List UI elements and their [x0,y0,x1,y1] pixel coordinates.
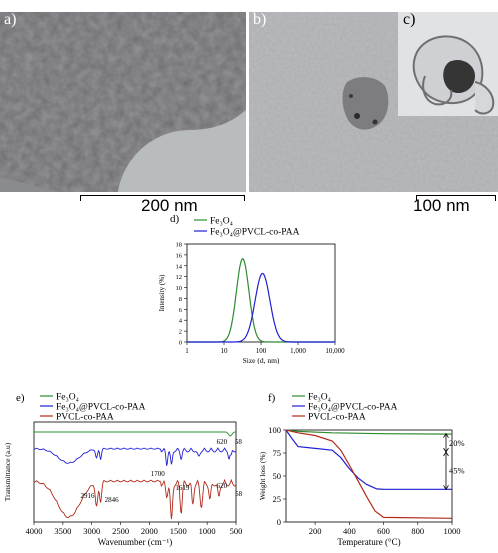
x-tick-label: 1 [185,347,189,355]
arrow-45-heads [443,451,449,491]
panel-label-d: d) [170,214,180,225]
x-tick-label: 10,000 [325,347,345,355]
annotation-label: 1619 [175,484,190,492]
y-tick-label: 14 [176,263,183,270]
y-tick-label: 25 [273,494,282,504]
y-tick-label: 18 [176,242,183,249]
x-tick-label: 200 [309,526,322,536]
tem-image-a: a) [0,12,246,192]
x-tick-label: 500 [230,526,242,536]
x-tick-label: 1000 [199,526,216,536]
plot-frame [33,421,237,523]
x-tick-label: 3000 [83,526,100,536]
annotation-20: 20% [449,438,465,448]
x-tick-label: 10 [221,347,229,355]
scale-bar-b-label: 100 nm [413,196,470,215]
series-line-1 [187,272,335,343]
panel-label-a: a) [4,12,17,28]
y-tick-label: 8 [179,296,182,303]
y-tick-label: 0 [277,517,281,527]
plot-frame [186,243,336,343]
scale-bar-a-label: 200 nm [141,196,198,215]
y-axis-label: Transmittance (a.u) [3,442,12,501]
x-tick-label: 2500 [112,526,129,536]
scale-bar-b-tick-left [416,195,417,201]
tga-plot: 200 400 600 800 1000 0 25 50 75 100 Temperature (°… [258,392,465,547]
scale-bar-b-tick-right [495,195,496,201]
chart-ftir: 4000 3500 3000 2500 2000 1500 1000 500 Wavenumbe… [0,390,246,548]
x-tick-label: 4000 [26,526,43,536]
x-tick-label: 2000 [141,526,158,536]
scale-bar-a-tick-left [80,195,81,201]
annotation-label: 2916 [81,492,96,500]
y-tick-label: 75 [273,448,282,458]
series-line-0 [285,429,453,435]
tem-image-b: b) c) [249,12,498,192]
y-tick-label: 16 [176,252,183,259]
series-line-0 [34,431,236,437]
series-line-1 [33,447,237,466]
annotation-label: 620 [217,438,228,446]
y-tick-label: 100 [268,425,281,435]
x-axis-label: Size (d, nm) [243,356,280,364]
annotation-label: 1700 [151,470,166,478]
y-tick-label: 6 [179,307,183,314]
ftir-plot: 4000 3500 3000 2500 2000 1500 1000 500 Wavenumbe… [3,392,246,547]
panel-label-c: c) [403,12,416,28]
x-tick-label: 800 [411,526,424,536]
x-tick-label: 400 [343,526,356,536]
x-axis-label: Wavenumber (cm⁻¹) [98,537,172,547]
legend-label-0: Fe₃O₄ [210,217,233,227]
x-axis-label: Temperature (°C) [337,537,400,547]
panel-label-e: e) [16,392,25,404]
annotation-label: 584 [235,490,242,498]
y-axis-label: Intensity (%) [158,274,166,311]
legend-label-1: Fe₃O₄@PVCL-co-PAA [56,403,146,413]
legend-label-1: Fe₃O₄@PVCL-co-PAA [210,228,300,238]
annotation-label: 620 [217,482,228,490]
y-tick-label: 50 [273,471,282,481]
series-line-2 [285,429,453,519]
plot-frame [285,429,453,523]
scale-bar-a-tick-right [244,195,245,201]
annotation-45: 45% [449,465,465,475]
series-line-1 [285,429,452,490]
x-tick-label: 1000 [444,526,461,536]
y-tick-label: 12 [176,274,183,281]
x-tick-label: 1,000 [290,347,306,355]
y-tick-label: 0 [179,340,182,347]
dls-plot: 1 10 100 1,000 10,000 0 2 4 6 8 10 12 14 16 18 Size (d,… [158,213,345,365]
x-tick-label: 100 [256,347,267,355]
panel-label-f: f) [268,392,276,404]
y-tick-label: 2 [179,329,182,336]
legend-label-0: Fe₃O₄ [308,393,331,403]
panel-label-b: b) [253,12,267,28]
series-line-0 [187,257,335,343]
x-tick-label: 1500 [170,526,187,536]
legend-label-0: Fe₃O₄ [56,393,79,403]
y-tick-label: 10 [176,285,183,292]
chart-dls: 1 10 100 1,000 10,000 0 2 4 6 8 10 12 14 16 18 Size (d,… [152,213,352,365]
scale-bar-b [416,195,496,196]
x-tick-label: 3500 [54,526,71,536]
legend-label-2: PVCL-co-PAA [56,413,114,423]
series-line-2 [33,478,237,520]
chart-tga: 200 400 600 800 1000 0 25 50 75 100 Temperature (°… [256,390,498,548]
legend-label-2: PVCL-co-PAA [308,413,366,423]
annotation-label: 2846 [105,496,120,504]
y-axis-label: Weight loss (%) [258,451,267,500]
legend-label-1: Fe₃O₄@PVCL-co-PAA [308,403,398,413]
scale-bar-a [80,195,245,196]
y-tick-label: 4 [179,318,183,325]
x-tick-label: 600 [377,526,390,536]
annotation-label: 588 [235,438,242,446]
